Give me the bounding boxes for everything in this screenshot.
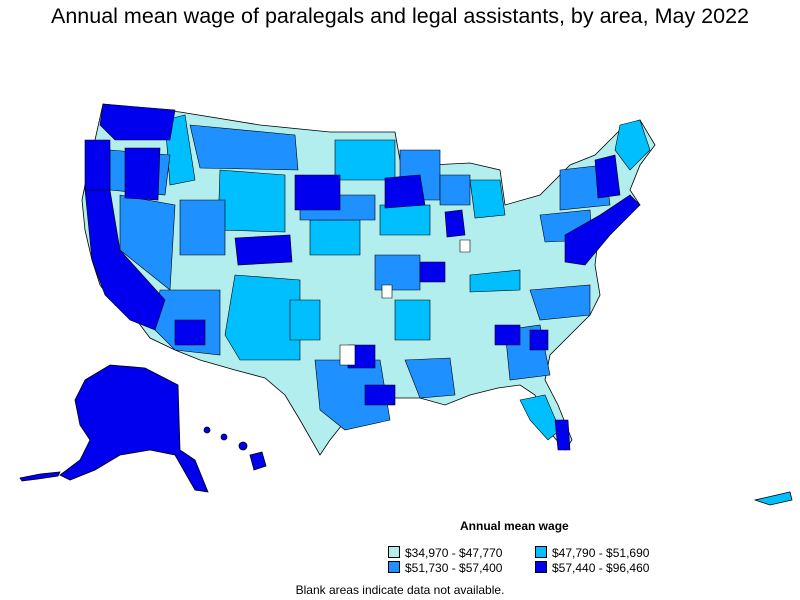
region-phoenix <box>174 319 206 346</box>
region-kansas-city <box>419 261 446 283</box>
tier2-regions <box>164 114 651 441</box>
hawaii-island-maui <box>238 441 248 451</box>
legend-label-tier1: $34,970 - $47,770 <box>405 546 503 560</box>
alaska-aleutian-islands <box>19 471 61 482</box>
region-iowa <box>379 204 431 236</box>
region-montana <box>189 124 299 171</box>
region-utah <box>179 199 226 256</box>
puerto-rico <box>753 491 793 506</box>
region-california <box>84 189 166 331</box>
region-kentucky <box>469 269 521 293</box>
region-houston <box>364 384 396 406</box>
region-florida <box>519 394 561 441</box>
region-atlanta <box>529 329 549 351</box>
blank-area-oklahoma <box>339 344 356 366</box>
region-wisconsin <box>439 174 471 206</box>
region-new-england <box>594 154 621 199</box>
region-colorado-nm <box>224 274 301 361</box>
region-west-texas <box>289 299 321 341</box>
region-missouri <box>374 254 421 291</box>
legend-label-tier4: $57,440 - $96,460 <box>552 561 650 575</box>
region-maine <box>614 119 651 171</box>
legend-item-tier4: $57,440 - $96,460 <box>535 561 649 575</box>
footnote: Blank areas indicate data not available. <box>295 583 505 597</box>
region-oregon-coast <box>84 139 111 191</box>
blank-area-missouri <box>381 284 393 299</box>
legend-swatch-tier1 <box>388 546 400 558</box>
alaska-shape <box>59 364 209 493</box>
region-seattle <box>124 147 161 201</box>
hawaii-island-big-island <box>249 451 267 471</box>
region-chicago <box>444 209 466 238</box>
region-dakota <box>334 139 396 181</box>
legend-swatch-tier3 <box>388 561 400 573</box>
region-wyoming <box>217 169 286 233</box>
puerto-rico-shape <box>753 491 793 506</box>
blank-area-illinois <box>459 239 471 253</box>
region-washington-coast <box>99 103 176 141</box>
legend-item-tier3: $51,730 - $57,400 <box>388 561 502 575</box>
legend-swatch-tier4 <box>535 561 547 573</box>
legend-label-tier2: $47,790 - $51,690 <box>552 546 650 560</box>
region-louisiana <box>404 357 456 399</box>
region-kansas <box>309 219 361 256</box>
region-miami <box>554 419 571 451</box>
region-denver <box>234 234 293 266</box>
region-michigan <box>469 179 506 219</box>
hawaii-island-kauai <box>203 426 211 434</box>
region-dc-ny-corridor <box>564 194 641 266</box>
region-bismarck <box>294 174 341 211</box>
region-minneapolis <box>384 174 426 209</box>
legend-label-tier3: $51,730 - $57,400 <box>405 561 503 575</box>
legend-item-tier2: $47,790 - $51,690 <box>535 546 649 560</box>
region-nashville <box>494 324 521 346</box>
legend-item-tier1: $34,970 - $47,770 <box>388 546 502 560</box>
region-carolinas <box>529 284 591 321</box>
legend-title: Annual mean wage <box>460 519 569 533</box>
legend-swatch-tier2 <box>535 546 547 558</box>
hawaii-island-oahu <box>220 433 228 441</box>
region-arkansas <box>394 299 431 341</box>
alaska <box>19 364 209 493</box>
nodata-areas <box>339 239 471 366</box>
map-title: Annual mean wage of paralegals and legal… <box>51 4 749 28</box>
tier4-regions <box>84 103 641 451</box>
hawaii <box>203 426 267 471</box>
